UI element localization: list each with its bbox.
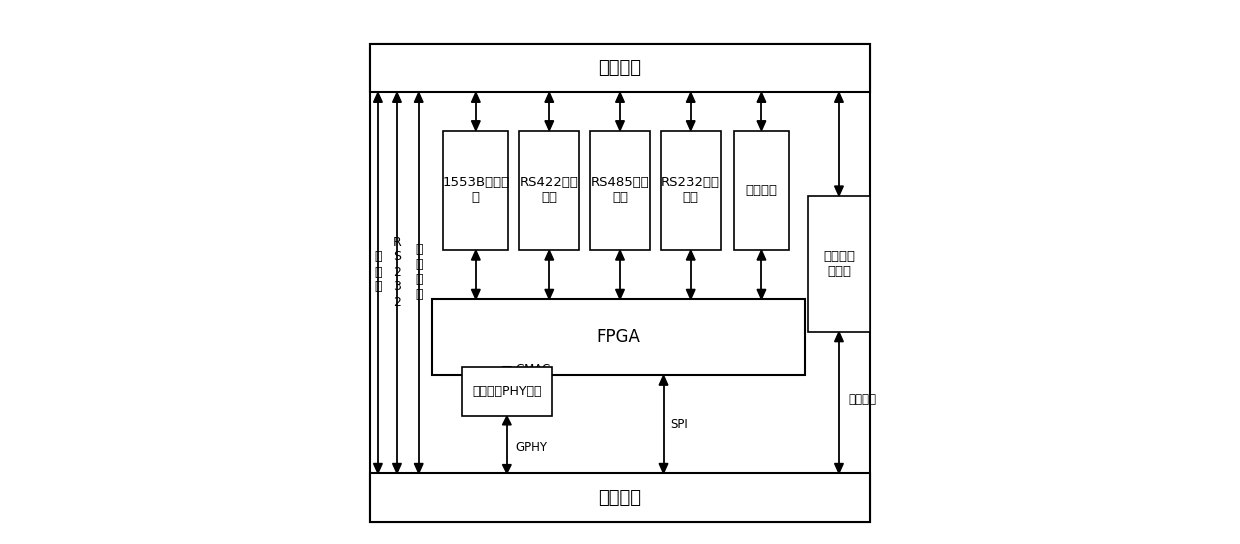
FancyBboxPatch shape [661, 131, 720, 250]
Text: 可见光处
理模块: 可见光处 理模块 [823, 250, 854, 278]
FancyBboxPatch shape [370, 44, 870, 522]
Polygon shape [393, 92, 402, 102]
Polygon shape [373, 463, 382, 473]
Text: RS422接口
芯片: RS422接口 芯片 [520, 176, 579, 205]
FancyBboxPatch shape [520, 131, 579, 250]
Polygon shape [471, 250, 480, 260]
Polygon shape [687, 121, 696, 131]
Polygon shape [471, 92, 480, 102]
Polygon shape [502, 416, 511, 425]
FancyBboxPatch shape [443, 131, 508, 250]
Polygon shape [615, 92, 625, 102]
Polygon shape [687, 289, 696, 299]
Text: 主控模块: 主控模块 [599, 489, 641, 507]
Text: 扩展模块: 扩展模块 [745, 184, 777, 197]
Polygon shape [615, 121, 625, 131]
FancyBboxPatch shape [370, 44, 870, 92]
Polygon shape [373, 92, 382, 102]
FancyBboxPatch shape [463, 367, 552, 416]
Text: R
S
2
3
2: R S 2 3 2 [393, 236, 402, 308]
Polygon shape [414, 463, 423, 473]
Polygon shape [835, 92, 843, 102]
Polygon shape [758, 289, 766, 299]
Text: 以太网口: 以太网口 [848, 393, 877, 406]
Text: GMAC: GMAC [516, 363, 551, 376]
FancyBboxPatch shape [590, 131, 650, 250]
Text: FPGA: FPGA [596, 328, 640, 347]
Polygon shape [544, 121, 553, 131]
Text: 接口面板: 接口面板 [599, 59, 641, 77]
Polygon shape [544, 92, 553, 102]
Text: GPHY: GPHY [516, 441, 548, 454]
Polygon shape [615, 289, 625, 299]
Polygon shape [393, 463, 402, 473]
Polygon shape [544, 250, 553, 260]
Polygon shape [835, 332, 843, 342]
Polygon shape [660, 463, 668, 473]
Polygon shape [502, 465, 511, 473]
Text: RS232接口
芯片: RS232接口 芯片 [661, 176, 720, 205]
FancyBboxPatch shape [807, 196, 870, 332]
Polygon shape [758, 121, 766, 131]
Text: 1553B接口芯
片: 1553B接口芯 片 [443, 176, 510, 205]
Polygon shape [471, 121, 480, 131]
Polygon shape [835, 186, 843, 196]
Text: 调
试
口: 调 试 口 [374, 250, 382, 294]
Polygon shape [687, 92, 696, 102]
Polygon shape [758, 92, 766, 102]
Polygon shape [758, 250, 766, 260]
Polygon shape [471, 289, 480, 299]
FancyBboxPatch shape [734, 131, 789, 250]
Polygon shape [414, 92, 423, 102]
FancyBboxPatch shape [370, 473, 870, 522]
FancyBboxPatch shape [433, 299, 805, 375]
Polygon shape [687, 250, 696, 260]
Polygon shape [502, 367, 511, 375]
Polygon shape [835, 463, 843, 473]
Polygon shape [502, 367, 511, 376]
Text: SPI: SPI [670, 418, 688, 431]
Text: RS485接口
芯片: RS485接口 芯片 [590, 176, 650, 205]
Text: 网络接口PHY芯片: 网络接口PHY芯片 [472, 385, 542, 398]
Polygon shape [660, 375, 668, 385]
Text: 以
太
网
口: 以 太 网 口 [415, 243, 423, 301]
Polygon shape [544, 289, 553, 299]
Polygon shape [615, 250, 625, 260]
